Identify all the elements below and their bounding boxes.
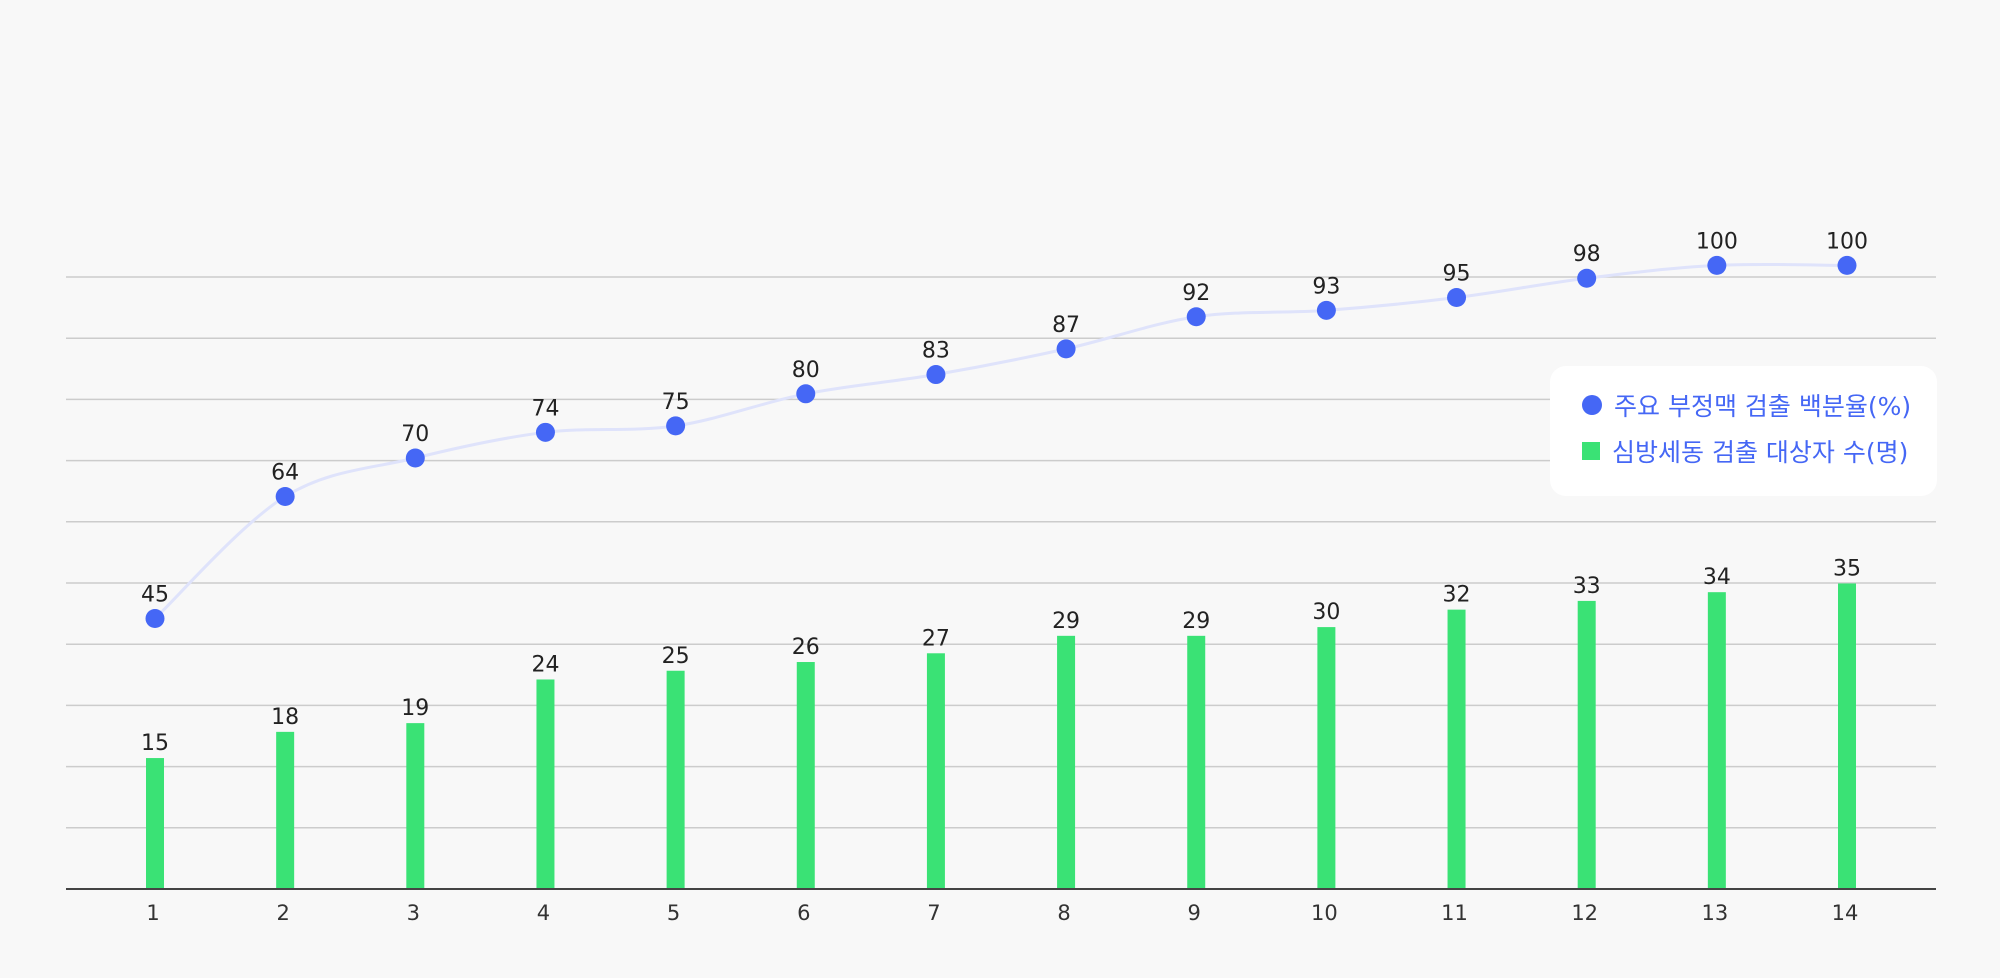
legend: 주요 부정맥 검출 백분율(%) 심방세동 검출 대상자 수(명) <box>1550 366 1937 496</box>
line-point <box>1186 307 1206 327</box>
x-tick-label: 13 <box>1701 901 1728 925</box>
line-point <box>145 609 165 628</box>
line-data-label: 74 <box>531 396 559 421</box>
bar <box>666 670 685 889</box>
x-tick-label: 2 <box>276 901 289 925</box>
bar <box>926 653 945 889</box>
bar <box>1187 635 1206 889</box>
line-data-label: 100 <box>1826 229 1868 254</box>
bar-data-label: 29 <box>1182 609 1210 634</box>
line-data-label: 87 <box>1052 313 1080 338</box>
bar-data-label: 15 <box>141 731 169 756</box>
line-data-label: 93 <box>1312 274 1340 299</box>
line-point <box>1056 339 1076 359</box>
bar <box>146 758 164 889</box>
grid-lines <box>66 276 1936 829</box>
legend-item-line: 주요 부정맥 검출 백분율(%) <box>1582 390 1912 421</box>
bar-data-label: 27 <box>922 626 950 651</box>
line-data-label: 75 <box>662 390 690 415</box>
legend-circle-marker <box>1582 395 1602 415</box>
x-axis: 1 2 3 4 5 6 7 8 9 10 11 12 13 14 <box>66 888 1936 925</box>
line-point <box>535 422 555 442</box>
bar-data-label: 29 <box>1052 609 1080 634</box>
x-tick-label: 12 <box>1571 901 1598 925</box>
bar <box>796 662 815 889</box>
line-data-label: 95 <box>1443 262 1471 287</box>
bar <box>1317 627 1336 889</box>
bar <box>1707 592 1726 889</box>
x-tick-label: 1 <box>146 901 159 925</box>
x-tick-label: 3 <box>407 901 420 925</box>
line-data-label: 70 <box>401 422 429 447</box>
x-tick-label: 5 <box>667 901 680 925</box>
x-tick-label: 14 <box>1832 901 1859 925</box>
bar <box>1057 635 1076 889</box>
bar <box>1447 609 1466 889</box>
x-tick-label: 10 <box>1311 901 1338 925</box>
line-point <box>405 448 425 468</box>
line-data-label: 64 <box>271 461 299 486</box>
line-data-label: 92 <box>1182 281 1210 306</box>
line-point <box>1316 300 1336 320</box>
x-tick-label: 6 <box>797 901 810 925</box>
x-tick-label: 9 <box>1188 901 1201 925</box>
line-data-label: 98 <box>1573 242 1601 267</box>
bar <box>1838 583 1856 889</box>
line-point <box>666 416 686 436</box>
bar-data-label: 24 <box>531 652 559 677</box>
bar-data-label: 25 <box>662 644 690 669</box>
line-point <box>1447 288 1467 307</box>
legend-square-marker <box>1582 442 1600 460</box>
bar-data-label: 19 <box>401 696 429 721</box>
bar-data-label: 18 <box>271 705 299 730</box>
line-point <box>1577 268 1597 288</box>
x-tick-label: 11 <box>1441 901 1468 925</box>
bar <box>276 731 295 889</box>
bar <box>536 679 555 889</box>
legend-label-bar: 심방세동 검출 대상자 수(명) <box>1612 438 1909 467</box>
line-point <box>1707 255 1727 275</box>
bar-series: 15 18 19 24 25 26 27 29 29 30 32 33 34 35 <box>141 556 1861 889</box>
bar-data-label: 30 <box>1312 600 1340 625</box>
x-tick-label: 7 <box>927 901 940 925</box>
line-data-label: 45 <box>141 583 169 608</box>
x-tick-label: 8 <box>1057 901 1070 925</box>
line-data-label: 80 <box>792 358 820 383</box>
line-series: 45 64 70 74 75 80 83 87 92 93 95 98 100 100 <box>141 229 1868 628</box>
bar <box>406 723 425 889</box>
line-data-label: 83 <box>922 339 950 364</box>
bar <box>1577 600 1596 889</box>
line-data-label: 100 <box>1696 229 1738 254</box>
bar-data-label: 34 <box>1703 565 1731 590</box>
bar-data-label: 35 <box>1833 556 1861 581</box>
legend-label-line: 주요 부정맥 검출 백분율(%) <box>1614 392 1912 421</box>
bar-data-label: 33 <box>1573 574 1601 599</box>
bar-data-label: 32 <box>1443 583 1471 608</box>
line-point <box>796 384 816 404</box>
line-point <box>275 487 295 507</box>
line-point <box>926 365 946 385</box>
line-point <box>1837 255 1857 275</box>
legend-item-bar: 심방세동 검출 대상자 수(명) <box>1582 436 1909 467</box>
x-tick-label: 4 <box>537 901 550 925</box>
bar-data-label: 26 <box>792 635 820 660</box>
